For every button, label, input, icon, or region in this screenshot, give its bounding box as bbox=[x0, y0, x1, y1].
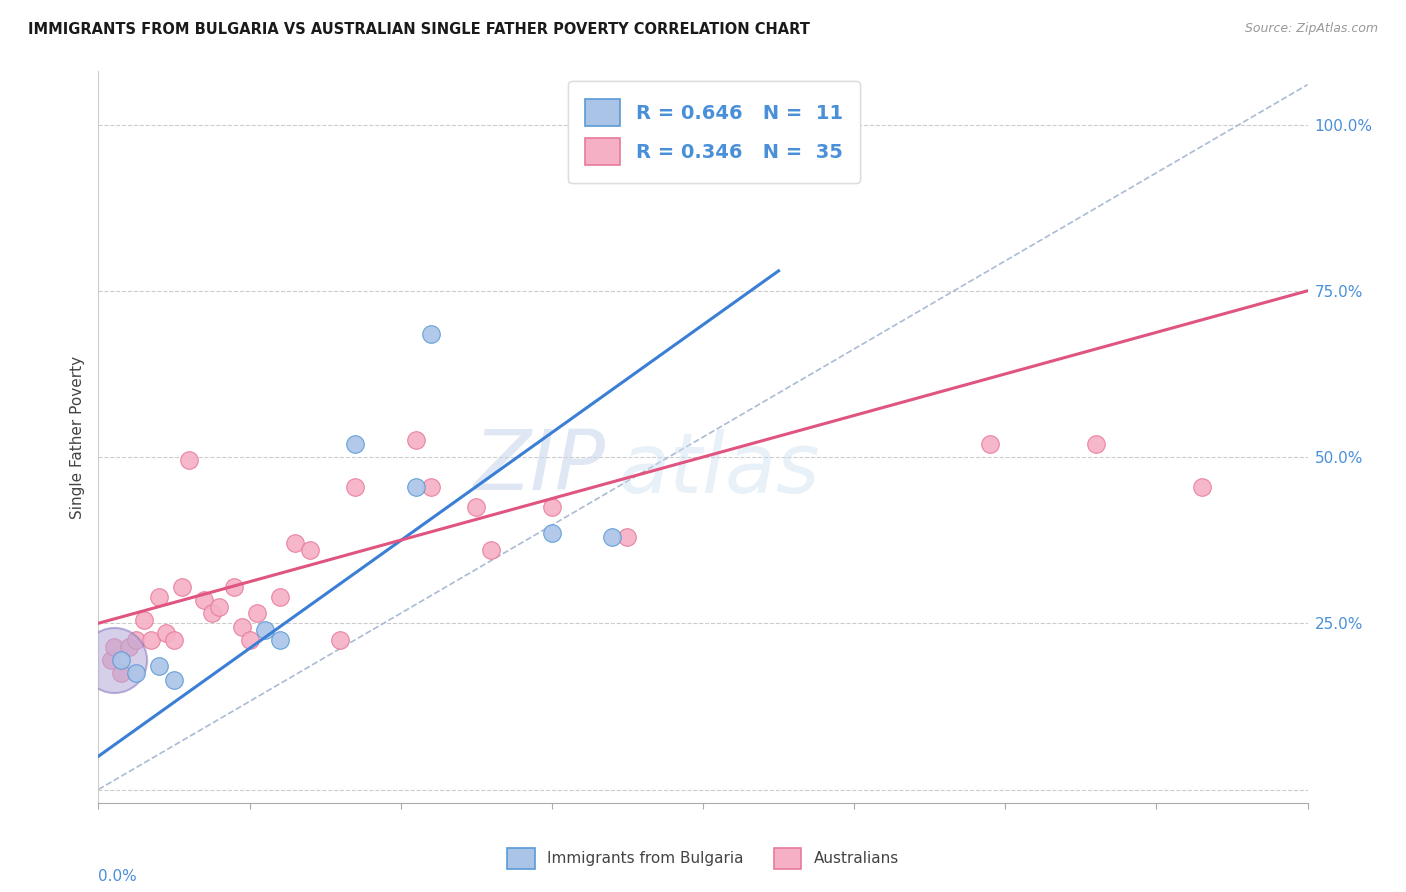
Point bbox=[602, 530, 624, 544]
Point bbox=[125, 632, 148, 647]
Point bbox=[148, 659, 170, 673]
Point bbox=[100, 653, 122, 667]
Point bbox=[541, 526, 564, 541]
Point bbox=[299, 543, 322, 558]
Point bbox=[344, 480, 367, 494]
Point bbox=[616, 530, 638, 544]
Point bbox=[110, 666, 132, 681]
Text: 0.0%: 0.0% bbox=[98, 869, 138, 884]
Point bbox=[208, 599, 231, 614]
Point bbox=[170, 580, 193, 594]
Point bbox=[246, 607, 269, 621]
Point bbox=[201, 607, 224, 621]
Point bbox=[224, 580, 246, 594]
Point bbox=[231, 619, 253, 633]
Text: atlas: atlas bbox=[619, 429, 820, 510]
Point bbox=[110, 653, 132, 667]
Point bbox=[132, 613, 155, 627]
Point bbox=[420, 480, 443, 494]
Text: ZIP: ZIP bbox=[474, 425, 606, 507]
Point bbox=[103, 653, 125, 667]
Point bbox=[125, 666, 148, 681]
Point bbox=[253, 623, 276, 637]
Point bbox=[541, 500, 564, 514]
Point bbox=[141, 632, 163, 647]
Text: Source: ZipAtlas.com: Source: ZipAtlas.com bbox=[1244, 22, 1378, 36]
Point bbox=[269, 632, 291, 647]
Point bbox=[979, 436, 1001, 450]
Point bbox=[269, 590, 291, 604]
Point bbox=[465, 500, 488, 514]
Point bbox=[329, 632, 352, 647]
Legend: R = 0.646   N =  11, R = 0.346   N =  35: R = 0.646 N = 11, R = 0.346 N = 35 bbox=[568, 81, 860, 183]
Text: IMMIGRANTS FROM BULGARIA VS AUSTRALIAN SINGLE FATHER POVERTY CORRELATION CHART: IMMIGRANTS FROM BULGARIA VS AUSTRALIAN S… bbox=[28, 22, 810, 37]
Point bbox=[163, 632, 186, 647]
Point bbox=[179, 453, 201, 467]
Point bbox=[420, 326, 443, 341]
Point bbox=[662, 144, 685, 158]
Point bbox=[405, 480, 427, 494]
Point bbox=[155, 626, 177, 640]
Point bbox=[481, 543, 503, 558]
Point bbox=[1085, 436, 1108, 450]
Y-axis label: Single Father Poverty: Single Father Poverty bbox=[69, 356, 84, 518]
Legend: Immigrants from Bulgaria, Australians: Immigrants from Bulgaria, Australians bbox=[501, 841, 905, 875]
Point bbox=[1191, 480, 1213, 494]
Point bbox=[163, 673, 186, 687]
Point bbox=[692, 144, 714, 158]
Point bbox=[344, 436, 367, 450]
Point bbox=[239, 632, 262, 647]
Point bbox=[284, 536, 307, 550]
Point bbox=[405, 434, 427, 448]
Point bbox=[103, 640, 125, 654]
Point bbox=[193, 593, 215, 607]
Point bbox=[148, 590, 170, 604]
Point bbox=[118, 640, 141, 654]
